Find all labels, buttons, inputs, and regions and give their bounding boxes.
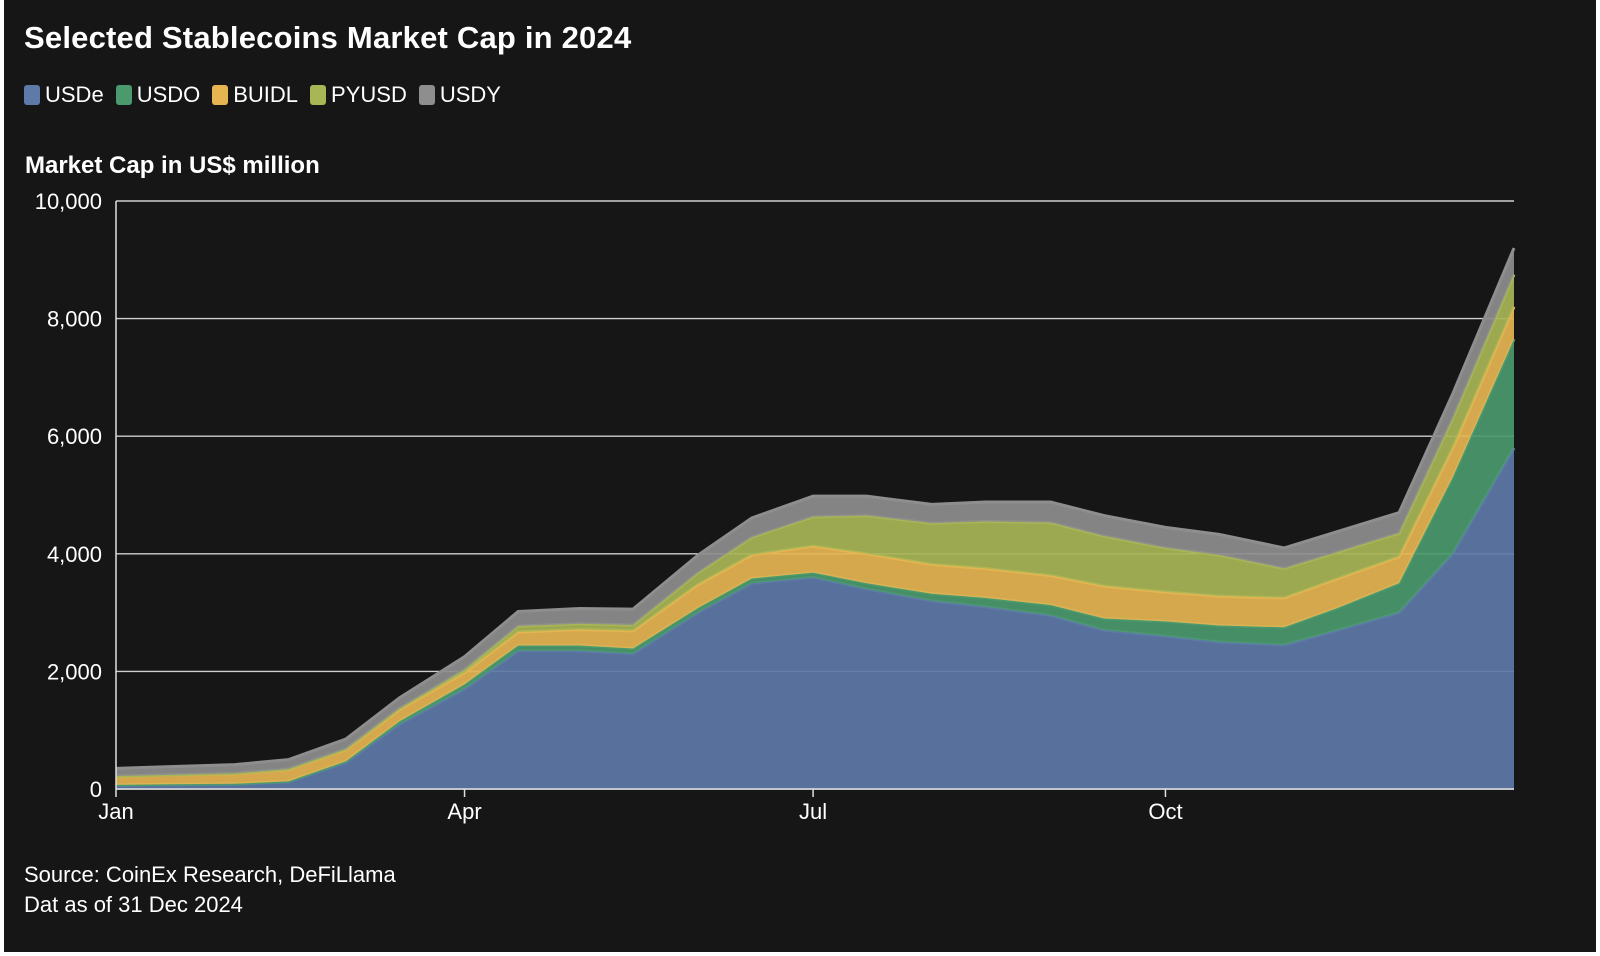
legend-swatch-usdo [115, 85, 132, 105]
y-tick-label: 8,000 [47, 307, 102, 332]
legend-item-usde: USDe [24, 82, 104, 108]
x-tick-label: Jan [98, 799, 133, 824]
legend-item-usdy: USDY [418, 82, 501, 108]
y-tick-label: 10,000 [35, 189, 102, 214]
stacked-area-chart: 0 2,000 4,000 6,000 8,000 10,000 Jan Apr Jul Oct [35, 189, 1516, 824]
area-edge-usdy [115, 247, 1516, 770]
y-axis-title: Market Cap in US$ million [25, 152, 320, 179]
footer: Source: CoinEx Research, DeFiLlama Dat a… [24, 860, 396, 920]
legend-label-buidl: BUIDL [233, 82, 299, 107]
legend-label-pyusd: PYUSD [331, 82, 407, 107]
area-usde [116, 447, 1514, 789]
legend: USDe USDO BUIDL PYUSD USDY [24, 82, 501, 108]
legend-item-pyusd: PYUSD [310, 82, 407, 108]
axes: 0 2,000 4,000 6,000 8,000 10,000 Jan Apr Jul Oct [35, 189, 1514, 824]
y-tick-label: 2,000 [47, 659, 102, 684]
legend-swatch-usde [24, 85, 40, 105]
x-tick-label: Apr [447, 799, 481, 824]
legend-swatch-buidl [212, 85, 229, 105]
y-tick-label: 0 [90, 777, 102, 802]
legend-swatch-usdy [418, 85, 435, 105]
source-note: Source: CoinEx Research, DeFiLlama [24, 862, 396, 887]
chart-card: Selected Stablecoins Market Cap in 2024 … [4, 0, 1596, 952]
area-pyusd [116, 274, 1514, 777]
y-tick-label: 4,000 [47, 542, 102, 567]
date-note: Dat as of 31 Dec 2024 [24, 892, 243, 917]
legend-label-usdy: USDY [439, 82, 501, 107]
legend-label-usdo: USDO [136, 82, 201, 107]
y-tick-label: 6,000 [47, 424, 102, 449]
legend-item-buidl: BUIDL [212, 82, 298, 108]
legend-item-usdo: USDO [115, 82, 201, 108]
series-areas [115, 247, 1516, 789]
legend-swatch-pyusd [310, 85, 327, 105]
area-usdy [116, 248, 1514, 777]
chart-title: Selected Stablecoins Market Cap in 2024 [24, 20, 632, 55]
legend-label-usde: USDe [45, 82, 104, 107]
x-tick-label: Jul [799, 799, 827, 824]
x-tick-label: Oct [1148, 799, 1182, 824]
